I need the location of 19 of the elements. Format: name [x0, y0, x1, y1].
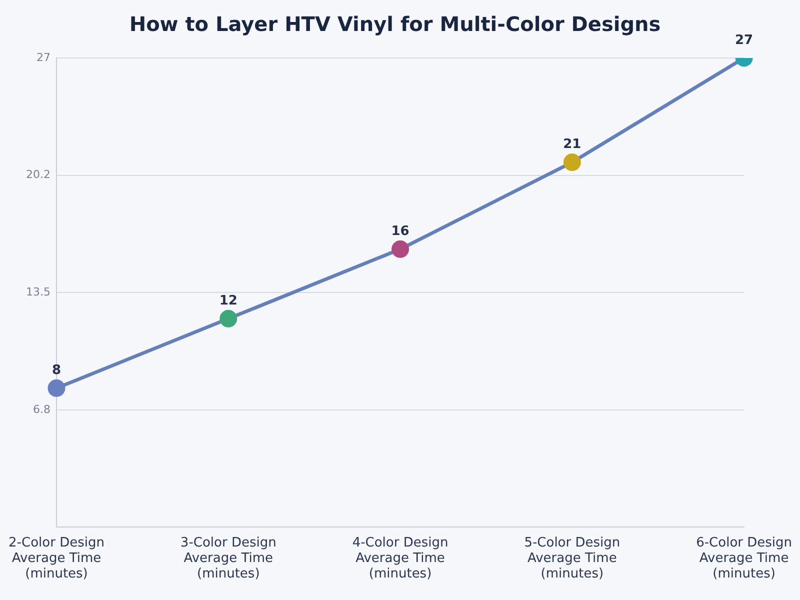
y-tick-label: 6.8	[32, 402, 50, 416]
point	[220, 310, 238, 328]
y-tick-label: 27	[36, 50, 50, 64]
data-label: 27	[734, 32, 754, 48]
y-tick-label: 13.5	[26, 285, 50, 298]
x-tick-label: 3-Color Design Average Time (minutes)	[180, 535, 276, 582]
y-tick-label: 20.2	[26, 168, 50, 182]
x-tick-label: 2-Color Design Average Time (minutes)	[8, 535, 104, 582]
data-label: 8	[52, 363, 62, 378]
data-label: 16	[391, 224, 410, 240]
data-label: 12	[219, 294, 238, 309]
x-tick-label: 6-Color Design Average Time (minutes)	[696, 535, 792, 582]
x-tick-label: 4-Color Design Average Time (minutes)	[352, 535, 448, 582]
point	[563, 154, 581, 172]
data-label: 21	[563, 137, 582, 152]
x-tick-label: 5-Color Design Average Time (minutes)	[524, 535, 620, 582]
point	[48, 379, 66, 397]
point	[392, 240, 410, 258]
chart-title: How to Layer HTV Vinyl for Multi-Color Designs	[129, 12, 661, 36]
